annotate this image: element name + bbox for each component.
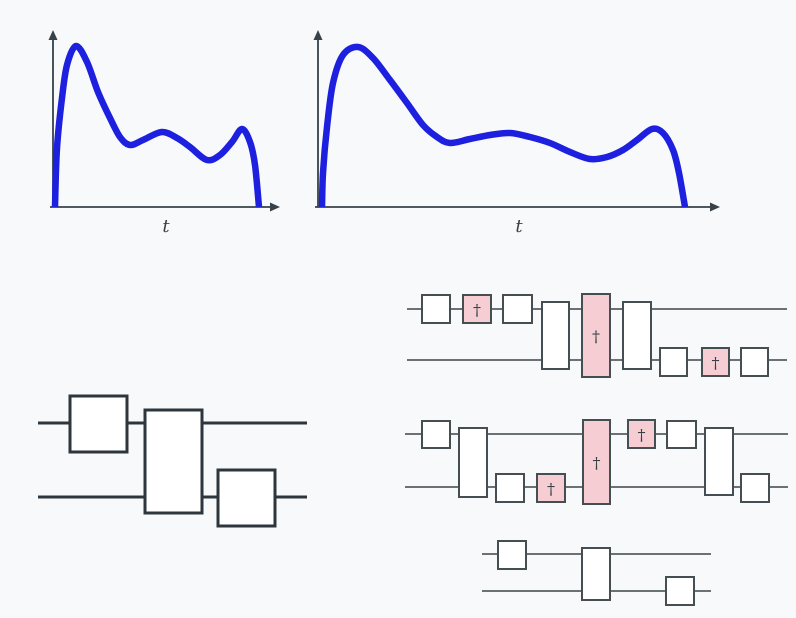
x-axis-label: t xyxy=(162,216,170,237)
inverse-gate-box xyxy=(701,347,730,377)
gate-box xyxy=(740,347,769,377)
dagger-symbol: † xyxy=(473,301,481,320)
dagger-symbol: † xyxy=(712,354,720,373)
gate-box xyxy=(68,394,129,454)
dagger-symbol: † xyxy=(592,327,600,346)
gate-box xyxy=(143,408,204,515)
pulse-curve xyxy=(51,42,263,208)
dagger-symbol: † xyxy=(638,426,646,445)
pulse-plot-2: t xyxy=(313,30,720,237)
inverse-gate-box xyxy=(536,473,566,503)
x-axis-label: t xyxy=(515,216,523,237)
gate-box xyxy=(665,576,695,606)
pulse-curve xyxy=(318,43,689,208)
gate-box xyxy=(502,294,533,324)
gate-box xyxy=(216,468,277,528)
x-axis-arrowhead xyxy=(710,202,720,212)
dagger-symbol: † xyxy=(593,454,601,473)
gate-box xyxy=(622,301,652,370)
gate-box xyxy=(421,294,451,324)
circuit-decomposed-2: † † † xyxy=(405,419,788,505)
inverse-gate-box xyxy=(627,419,656,449)
gate-box xyxy=(458,427,488,498)
gate-box xyxy=(541,301,570,370)
circuit-decomposed-1: † † † xyxy=(407,293,787,378)
gate-box xyxy=(495,473,525,503)
gate-box xyxy=(666,420,697,449)
gate-box xyxy=(704,427,734,496)
gate-box xyxy=(740,473,770,503)
pulse-plot-1: t xyxy=(48,30,280,237)
y-axis-arrowhead xyxy=(313,30,323,40)
dagger-symbol: † xyxy=(547,480,555,499)
inverse-gate-box xyxy=(581,293,611,378)
x-axis-arrowhead xyxy=(270,202,280,212)
circuit-decomposed-3 xyxy=(482,540,711,606)
circuit-main xyxy=(38,394,307,528)
inverse-gate-box xyxy=(582,419,611,505)
gate-box xyxy=(497,540,527,570)
gate-box xyxy=(581,547,611,601)
inverse-gate-box xyxy=(462,294,492,324)
gate-box xyxy=(421,420,451,449)
y-axis-arrowhead xyxy=(48,30,58,40)
gate-box xyxy=(659,347,688,377)
